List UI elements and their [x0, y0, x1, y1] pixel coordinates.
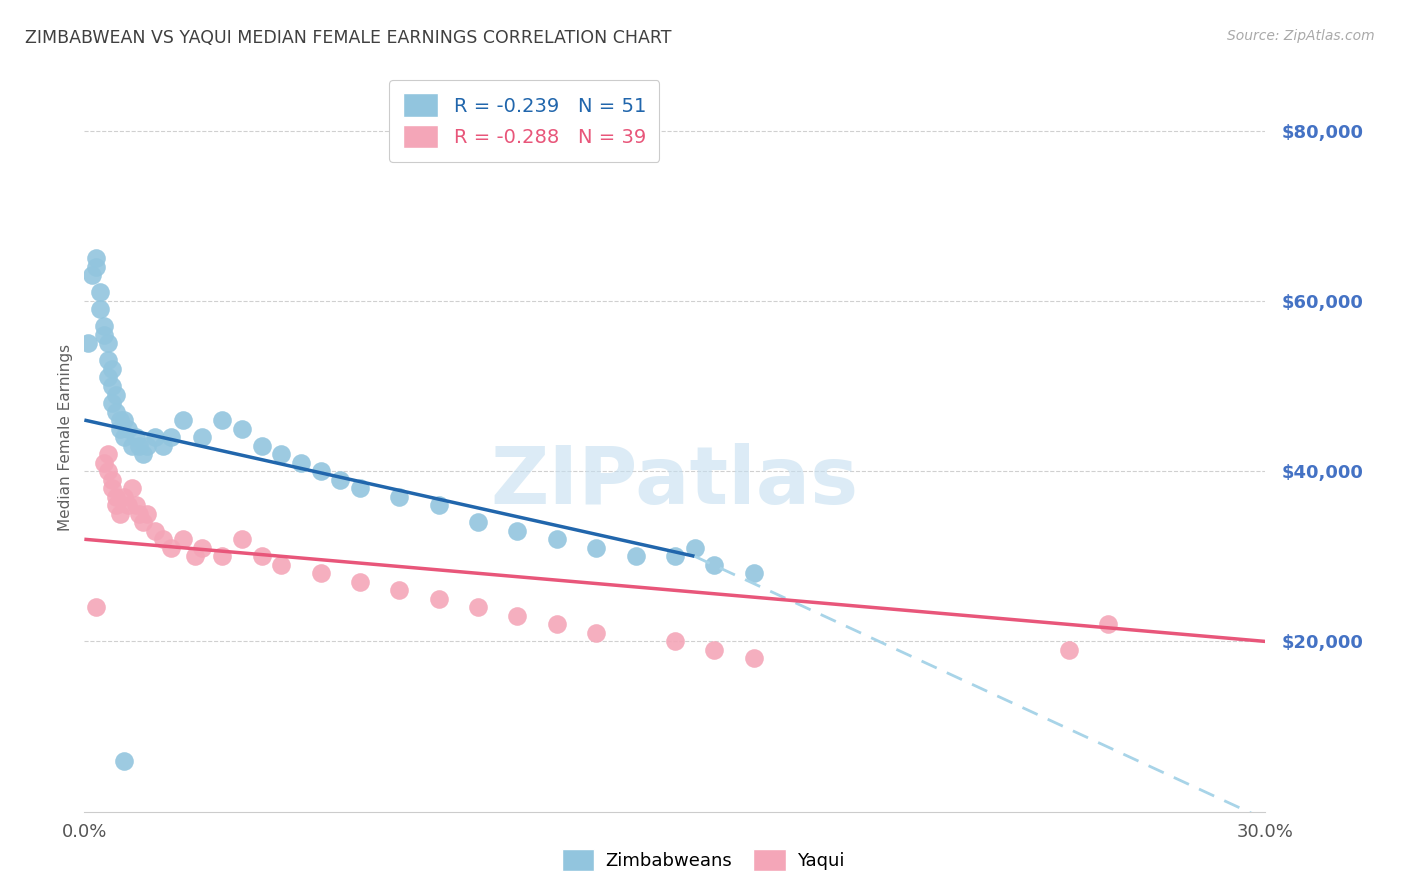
Point: [624, 549, 647, 564]
Point: [211, 549, 233, 564]
Point: [93, 319, 115, 334]
Point: [97, 464, 120, 478]
Point: [388, 583, 411, 598]
Point: [546, 617, 568, 632]
Point: [112, 413, 135, 427]
Point: [250, 549, 273, 564]
Point: [427, 591, 450, 606]
Text: ZIMBABWEAN VS YAQUI MEDIAN FEMALE EARNINGS CORRELATION CHART: ZIMBABWEAN VS YAQUI MEDIAN FEMALE EARNIN…: [25, 29, 672, 47]
Point: [89, 302, 111, 317]
Point: [585, 541, 607, 555]
Point: [132, 447, 155, 461]
Point: [108, 507, 131, 521]
Point: [309, 566, 332, 581]
Point: [329, 473, 352, 487]
Point: [191, 430, 214, 444]
Point: [270, 447, 292, 461]
Point: [93, 456, 115, 470]
Point: [101, 362, 124, 376]
Point: [93, 327, 115, 342]
Y-axis label: Median Female Earnings: Median Female Earnings: [58, 343, 73, 531]
Point: [84, 600, 107, 615]
Point: [546, 533, 568, 547]
Point: [101, 379, 124, 393]
Point: [124, 430, 146, 444]
Point: [143, 524, 166, 538]
Point: [112, 754, 135, 768]
Point: [97, 353, 120, 368]
Point: [152, 439, 174, 453]
Point: [742, 651, 765, 665]
Point: [742, 566, 765, 581]
Point: [82, 268, 104, 283]
Point: [309, 464, 332, 478]
Point: [683, 541, 706, 555]
Point: [349, 574, 371, 589]
Point: [467, 515, 489, 529]
Point: [664, 634, 686, 648]
Legend: Zimbabweans, Yaqui: Zimbabweans, Yaqui: [554, 842, 852, 879]
Point: [101, 473, 124, 487]
Point: [89, 285, 111, 300]
Point: [349, 481, 371, 495]
Point: [270, 558, 292, 572]
Legend: R = -0.239   N = 51, R = -0.288   N = 39: R = -0.239 N = 51, R = -0.288 N = 39: [389, 79, 659, 162]
Point: [104, 387, 127, 401]
Point: [427, 498, 450, 512]
Point: [1057, 643, 1080, 657]
Point: [506, 524, 529, 538]
Point: [128, 507, 150, 521]
Point: [101, 396, 124, 410]
Point: [112, 490, 135, 504]
Point: [160, 430, 183, 444]
Point: [132, 515, 155, 529]
Text: ZIPatlas: ZIPatlas: [491, 443, 859, 521]
Point: [1097, 617, 1119, 632]
Point: [506, 608, 529, 623]
Point: [191, 541, 214, 555]
Point: [117, 498, 139, 512]
Point: [124, 498, 146, 512]
Point: [121, 481, 143, 495]
Point: [104, 490, 127, 504]
Point: [121, 439, 143, 453]
Point: [467, 600, 489, 615]
Point: [104, 498, 127, 512]
Point: [117, 421, 139, 435]
Point: [231, 421, 253, 435]
Point: [183, 549, 205, 564]
Point: [101, 481, 124, 495]
Point: [112, 430, 135, 444]
Point: [77, 336, 100, 351]
Point: [211, 413, 233, 427]
Point: [143, 430, 166, 444]
Point: [97, 370, 120, 384]
Point: [136, 439, 159, 453]
Point: [231, 533, 253, 547]
Point: [250, 439, 273, 453]
Point: [104, 404, 127, 418]
Point: [664, 549, 686, 564]
Point: [703, 643, 725, 657]
Point: [160, 541, 183, 555]
Point: [703, 558, 725, 572]
Point: [290, 456, 312, 470]
Point: [84, 260, 107, 274]
Point: [136, 507, 159, 521]
Text: Source: ZipAtlas.com: Source: ZipAtlas.com: [1227, 29, 1375, 44]
Point: [97, 336, 120, 351]
Point: [97, 447, 120, 461]
Point: [172, 413, 194, 427]
Point: [108, 421, 131, 435]
Point: [84, 252, 107, 266]
Point: [388, 490, 411, 504]
Point: [172, 533, 194, 547]
Point: [152, 533, 174, 547]
Point: [585, 626, 607, 640]
Point: [128, 439, 150, 453]
Point: [108, 413, 131, 427]
